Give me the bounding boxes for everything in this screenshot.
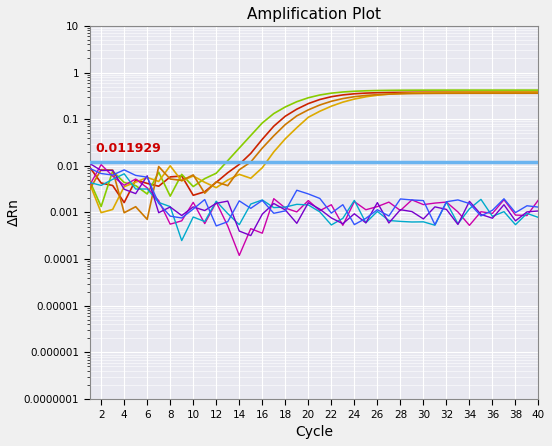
Text: 0.011929: 0.011929 — [95, 142, 161, 155]
Y-axis label: ΔRn: ΔRn — [7, 198, 21, 227]
X-axis label: Cycle: Cycle — [295, 425, 333, 439]
Title: Amplification Plot: Amplification Plot — [247, 7, 381, 22]
